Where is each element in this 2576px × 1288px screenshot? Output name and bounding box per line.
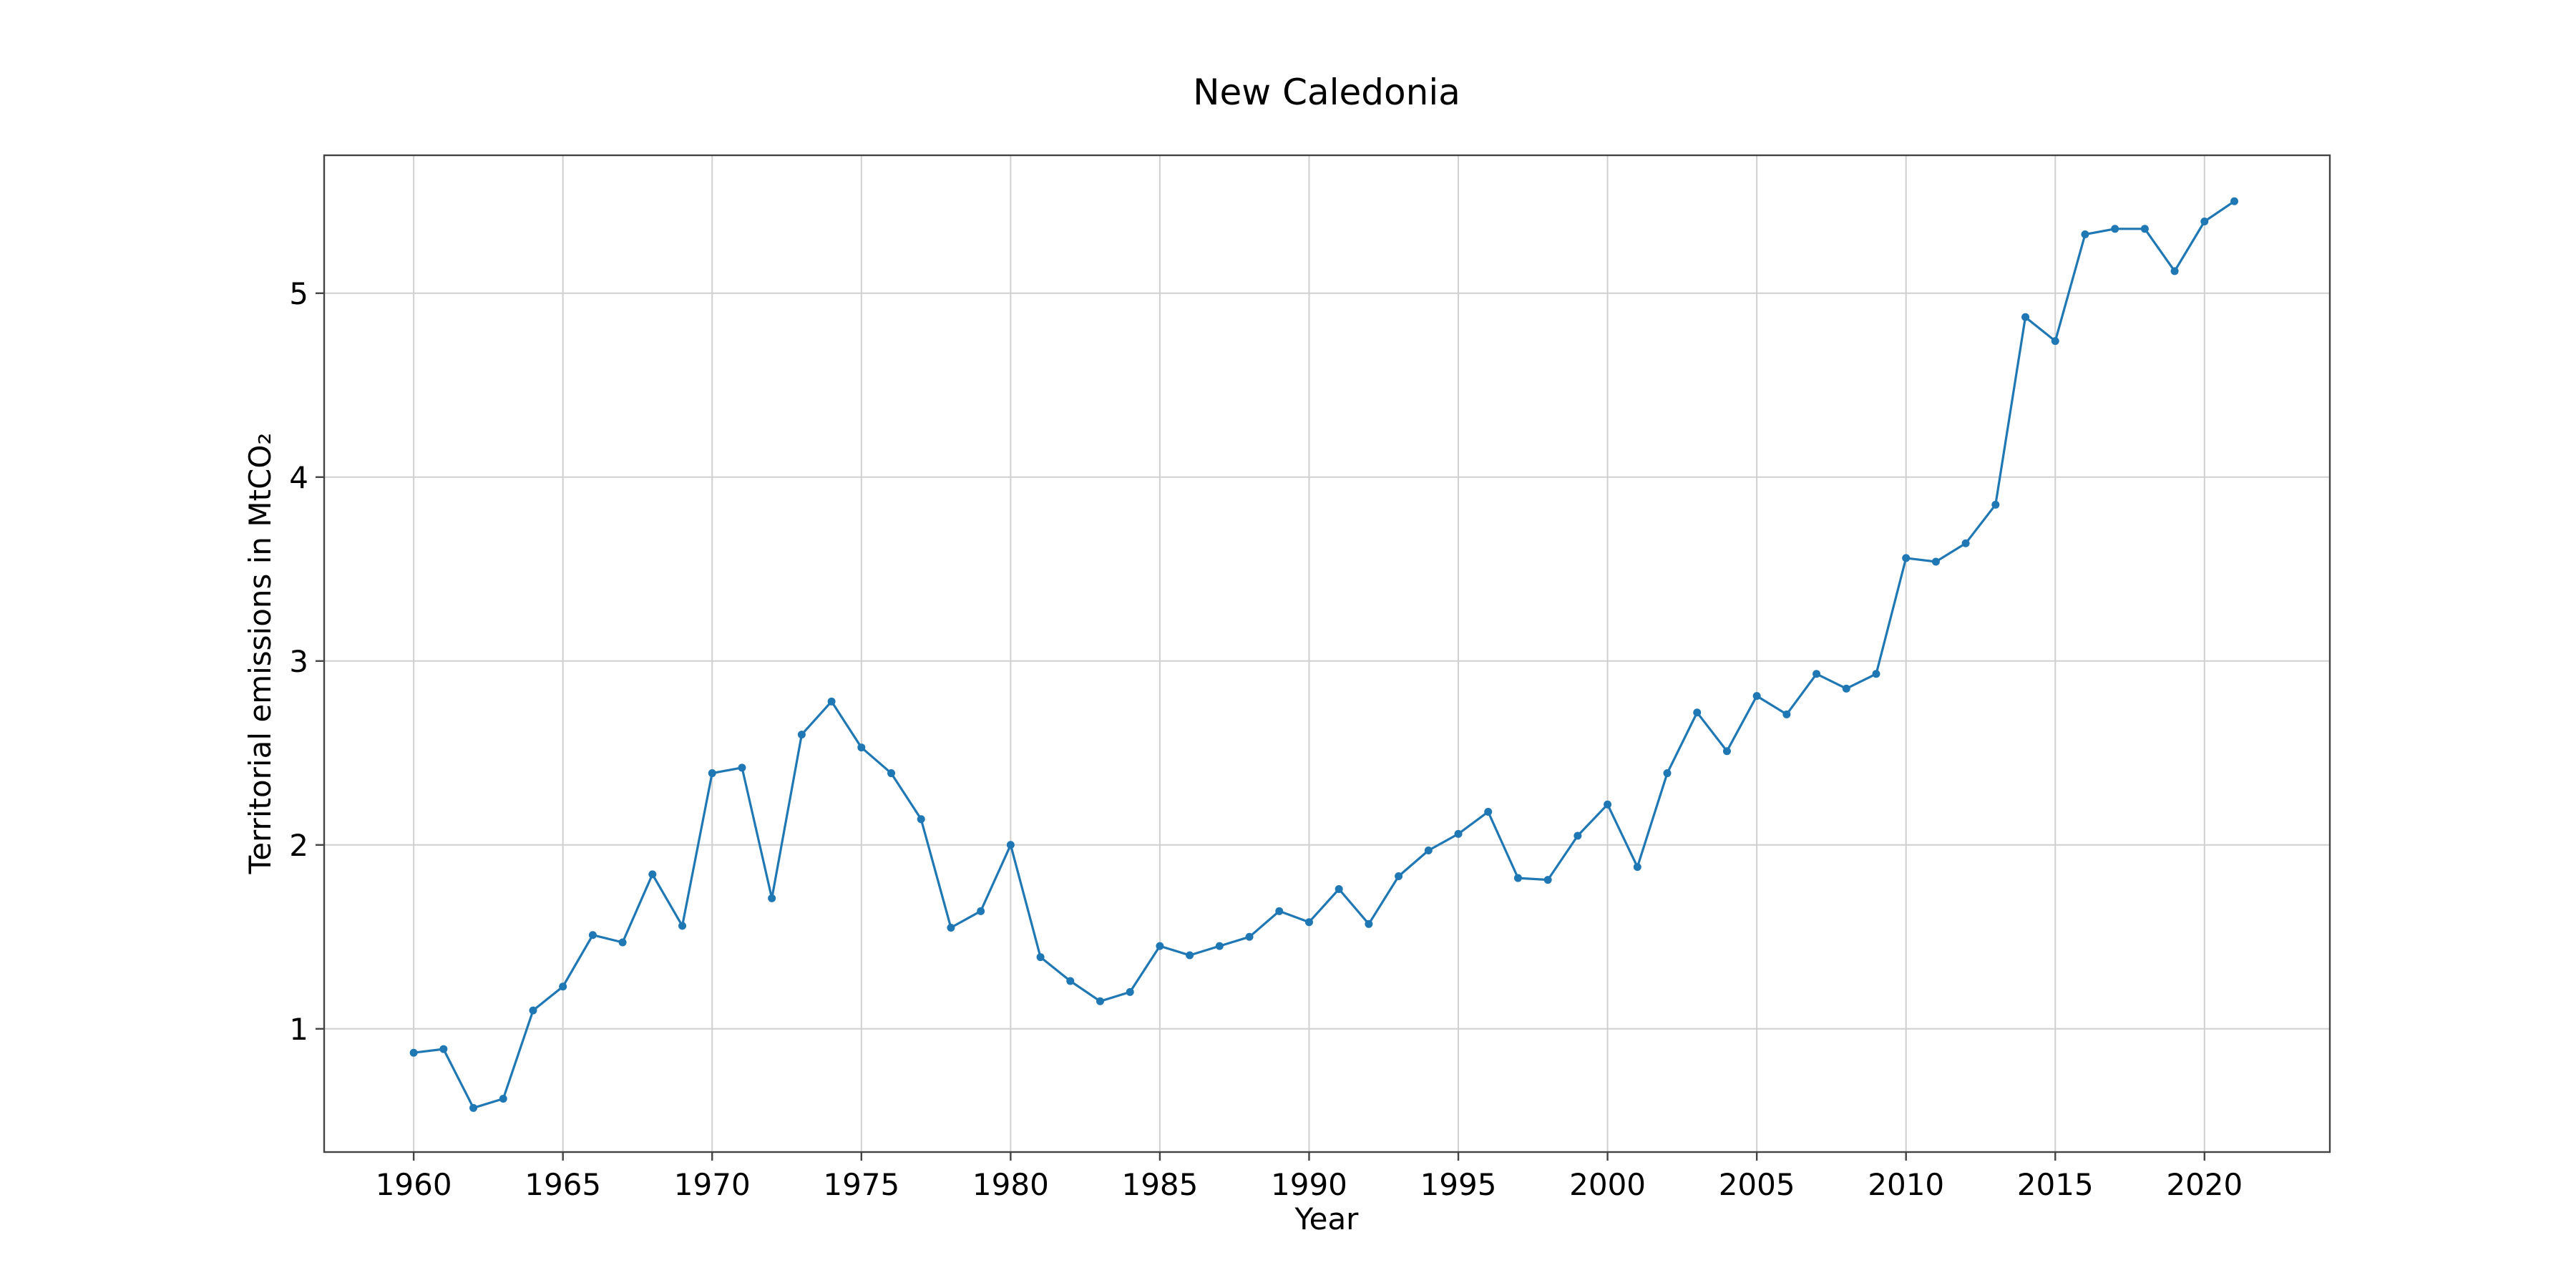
data-point — [1395, 872, 1403, 880]
data-point — [1752, 692, 1761, 701]
x-tick-label: 1980 — [972, 1167, 1049, 1202]
data-point — [409, 1048, 418, 1057]
data-point — [1991, 500, 2000, 509]
x-tick-label: 2020 — [2166, 1167, 2243, 1202]
data-point — [768, 894, 776, 902]
x-tick-label: 2015 — [2017, 1167, 2094, 1202]
data-point — [1454, 829, 1463, 838]
data-point — [917, 815, 925, 824]
series-line — [413, 200, 2235, 1109]
data-point — [1304, 918, 1313, 927]
x-tick-label: 1975 — [823, 1167, 899, 1202]
data-point — [1842, 684, 1850, 693]
data-point — [1006, 841, 1015, 849]
data-point — [1663, 769, 1672, 778]
data-point — [618, 938, 627, 947]
data-point — [797, 731, 806, 739]
y-tick-label: 4 — [289, 460, 308, 495]
plot-frame — [323, 154, 2331, 1153]
data-point — [1365, 919, 1373, 928]
data-point — [947, 923, 955, 932]
data-point — [2111, 225, 2119, 233]
data-point — [1543, 876, 1552, 884]
x-axis-title: Year — [1294, 1201, 1360, 1236]
x-tick-label: 1995 — [1420, 1167, 1497, 1202]
data-point — [2081, 230, 2089, 239]
x-tick-label: 1985 — [1121, 1167, 1198, 1202]
data-point — [1513, 874, 1522, 882]
data-point — [1156, 942, 1164, 950]
data-point — [2140, 225, 2149, 233]
x-tick-label: 1970 — [674, 1167, 751, 1202]
data-point — [1604, 800, 1612, 809]
x-tick-label: 2005 — [1719, 1167, 1795, 1202]
series-layer — [409, 197, 2239, 1112]
data-point — [2200, 218, 2209, 226]
y-tick-label: 3 — [289, 644, 308, 679]
data-point — [1215, 942, 1224, 950]
data-point — [1872, 670, 1880, 678]
data-point — [1782, 710, 1791, 718]
data-point — [1633, 863, 1641, 872]
x-tick-label: 1990 — [1271, 1167, 1347, 1202]
data-point — [1066, 977, 1075, 985]
data-point — [1335, 884, 1343, 893]
data-point — [2021, 313, 2030, 321]
y-tick-label: 1 — [289, 1012, 308, 1047]
data-point — [1096, 997, 1104, 1005]
y-axis-title: Territorial emissions in MtCO₂ — [243, 433, 278, 875]
data-point — [469, 1103, 478, 1112]
axis-ticks: 1960 1965 1970 1975 1980 1985 1990 1995 2000 2005… — [289, 276, 2243, 1202]
data-point — [1186, 951, 1194, 960]
data-point — [529, 1006, 537, 1015]
data-point — [2170, 267, 2179, 275]
data-point — [1931, 557, 1940, 566]
y-tick-label: 2 — [289, 828, 308, 863]
data-point — [827, 697, 836, 706]
data-point — [1574, 831, 1582, 840]
data-point — [439, 1045, 448, 1053]
data-point — [648, 870, 657, 879]
data-point — [857, 743, 866, 752]
data-point — [1693, 708, 1702, 717]
x-tick-label: 2000 — [1569, 1167, 1646, 1202]
data-point — [1902, 554, 1911, 562]
data-point — [1245, 932, 1254, 941]
data-point — [588, 931, 597, 940]
data-point — [678, 922, 687, 930]
data-point — [1424, 847, 1433, 855]
data-point — [887, 769, 896, 778]
x-tick-label: 2010 — [1868, 1167, 1944, 1202]
x-tick-label: 1960 — [376, 1167, 452, 1202]
data-point — [977, 907, 985, 915]
data-point — [1813, 670, 1821, 678]
data-point — [1484, 808, 1493, 816]
data-point — [1722, 747, 1731, 756]
data-point — [1036, 953, 1045, 962]
data-point — [2230, 197, 2239, 205]
y-tick-label: 5 — [289, 276, 308, 311]
data-point — [2051, 337, 2059, 346]
data-point — [559, 982, 567, 991]
data-point — [1961, 539, 1970, 547]
x-tick-label: 1965 — [525, 1167, 601, 1202]
data-point — [1126, 987, 1134, 996]
data-point — [708, 769, 716, 778]
data-point — [1275, 907, 1284, 915]
data-point — [738, 763, 746, 772]
chart-title: New Caledonia — [1193, 72, 1460, 113]
grid — [324, 155, 2330, 1152]
data-point — [499, 1094, 507, 1103]
